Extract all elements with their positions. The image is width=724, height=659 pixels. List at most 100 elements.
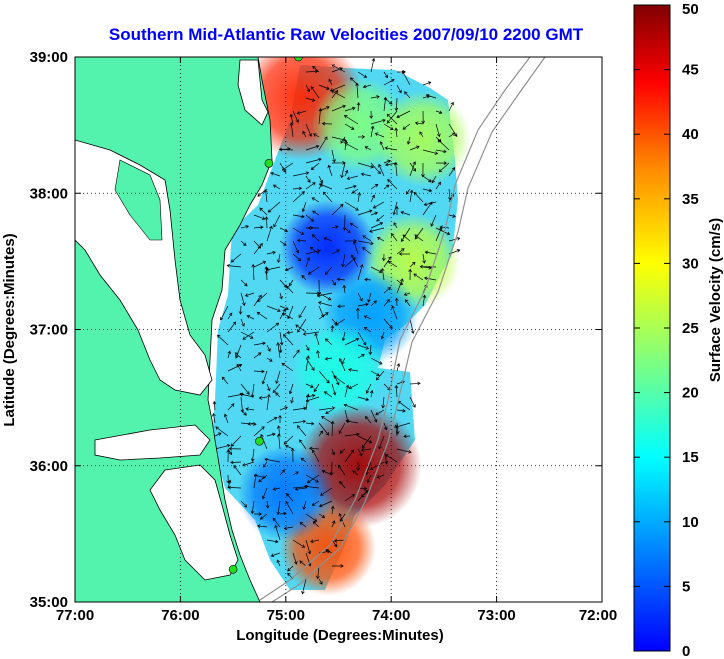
velocity-vector-219: [387, 260, 398, 268]
velocity-vector-340: [272, 383, 281, 394]
velocity-vector-62: [374, 132, 385, 138]
depth-contour-2: [271, 57, 546, 602]
velocity-field: [211, 57, 471, 596]
velocity-vector-482: [305, 513, 318, 522]
velocity-vector-131: [344, 201, 359, 211]
velocity-vector-79: [422, 149, 439, 155]
velocity-vector-271: [240, 318, 245, 327]
velocity-vector-377: [343, 403, 359, 411]
velocity-vector-63: [394, 127, 398, 138]
velocity-vector-327: [281, 362, 294, 372]
velocity-vector-342: [305, 383, 314, 388]
velocity-vector-409: [357, 435, 373, 444]
velocity-vector-191: [253, 242, 263, 255]
velocity-vector-405: [296, 425, 307, 437]
velocity-vector-243: [286, 285, 294, 294]
velocity-vector-320: [357, 354, 365, 359]
velocity-vector-156: [240, 224, 250, 229]
velocity-vector-69: [278, 147, 294, 152]
velocity-vector-453: [352, 470, 359, 476]
velocity-region-2: [374, 90, 471, 187]
velocity-vector-1: [312, 65, 320, 73]
velocity-vector-441: [369, 461, 385, 470]
velocity-vector-148: [357, 209, 373, 216]
velocity-vector-230: [331, 279, 336, 286]
velocity-vector-201: [381, 253, 386, 262]
velocity-vector-302: [278, 344, 283, 354]
velocity-vector-180: [323, 237, 333, 242]
velocity-vector-113: [305, 182, 316, 190]
velocity-vector-157: [253, 225, 264, 230]
velocity-vector-410: [361, 435, 372, 449]
velocity-vector-402: [266, 432, 276, 437]
velocity-vector-55: [289, 122, 294, 138]
velocity-vector-111: [272, 184, 281, 190]
velocity-vector-52: [414, 121, 424, 126]
velocity-vector-44: [318, 107, 323, 125]
velocity-vector-16: [401, 70, 411, 86]
velocity-vector-387: [278, 414, 282, 423]
velocity-vector-366: [212, 400, 217, 411]
velocity-vector-262: [317, 301, 333, 307]
velocity-vector-492: [338, 512, 346, 528]
velocity-vector-88: [357, 162, 374, 169]
velocity-vector-38: [396, 110, 411, 119]
velocity-vector-301: [266, 344, 271, 352]
velocity-vector-47: [343, 115, 359, 125]
y-tick-label-4: 39:00: [30, 49, 68, 66]
velocity-vector-444: [233, 465, 242, 476]
velocity-vector-64: [406, 136, 411, 145]
velocity-vector-473: [302, 500, 307, 511]
velocity-vector-477: [357, 489, 368, 502]
velocity-vector-408: [344, 432, 360, 437]
velocity-vector-283: [391, 305, 398, 320]
velocity-vector-183: [362, 235, 372, 242]
velocity-vector-112: [292, 186, 303, 191]
velocity-vector-87: [340, 162, 346, 179]
velocity-vector-25: [394, 97, 399, 112]
velocity-vector-407: [330, 420, 335, 437]
velocity-vector-36: [383, 96, 388, 112]
velocity-vector-152: [400, 210, 411, 216]
velocity-vector-216: [350, 254, 359, 268]
colorbar-tick-label-8: 40: [682, 126, 699, 143]
y-tick-label-0: 35:00: [30, 594, 68, 611]
velocity-vector-368: [240, 409, 247, 416]
velocity-vector-45: [321, 121, 333, 126]
velocity-vector-251: [396, 278, 404, 294]
velocity-vector-104: [378, 163, 385, 177]
velocity-vector-242: [279, 292, 283, 300]
velocity-vector-102: [346, 175, 359, 181]
velocity-vector-428: [396, 448, 412, 454]
velocity-vector-487: [272, 517, 281, 528]
colorbar-tick-label-2: 10: [682, 514, 699, 531]
velocity-vector-207: [226, 263, 242, 268]
velocity-vector-331: [338, 357, 346, 372]
velocity-vector-94: [435, 161, 448, 165]
x-tick-marks: [74, 57, 603, 602]
velocity-vector-15: [396, 84, 402, 94]
velocity-vector-346: [348, 383, 359, 390]
velocity-vectors: [211, 57, 461, 595]
velocity-vector-246: [316, 292, 333, 298]
velocity-vector-385: [247, 421, 255, 426]
velocity-vector-232: [357, 263, 364, 281]
velocity-vector-166: [370, 222, 384, 229]
radar-site-3: [228, 564, 238, 574]
velocity-vector-334: [375, 370, 385, 381]
velocity-vector-484: [330, 505, 335, 515]
velocity-vector-108: [431, 175, 437, 184]
velocity-vector-200: [362, 247, 372, 255]
velocity-vector-459: [261, 487, 268, 500]
velocity-vector-233: [364, 277, 372, 282]
velocity-vector-252: [403, 292, 411, 296]
velocity-vector-83: [281, 162, 294, 171]
velocity-vector-425: [357, 448, 363, 457]
velocity-vector-433: [264, 457, 281, 463]
velocity-vector-194: [292, 253, 302, 262]
velocity-vector-371: [279, 406, 288, 411]
velocity-vector-217: [370, 266, 383, 273]
velocity-vector-106: [409, 161, 417, 177]
velocity-vector-5: [370, 57, 376, 73]
velocity-vector-379: [375, 409, 385, 416]
